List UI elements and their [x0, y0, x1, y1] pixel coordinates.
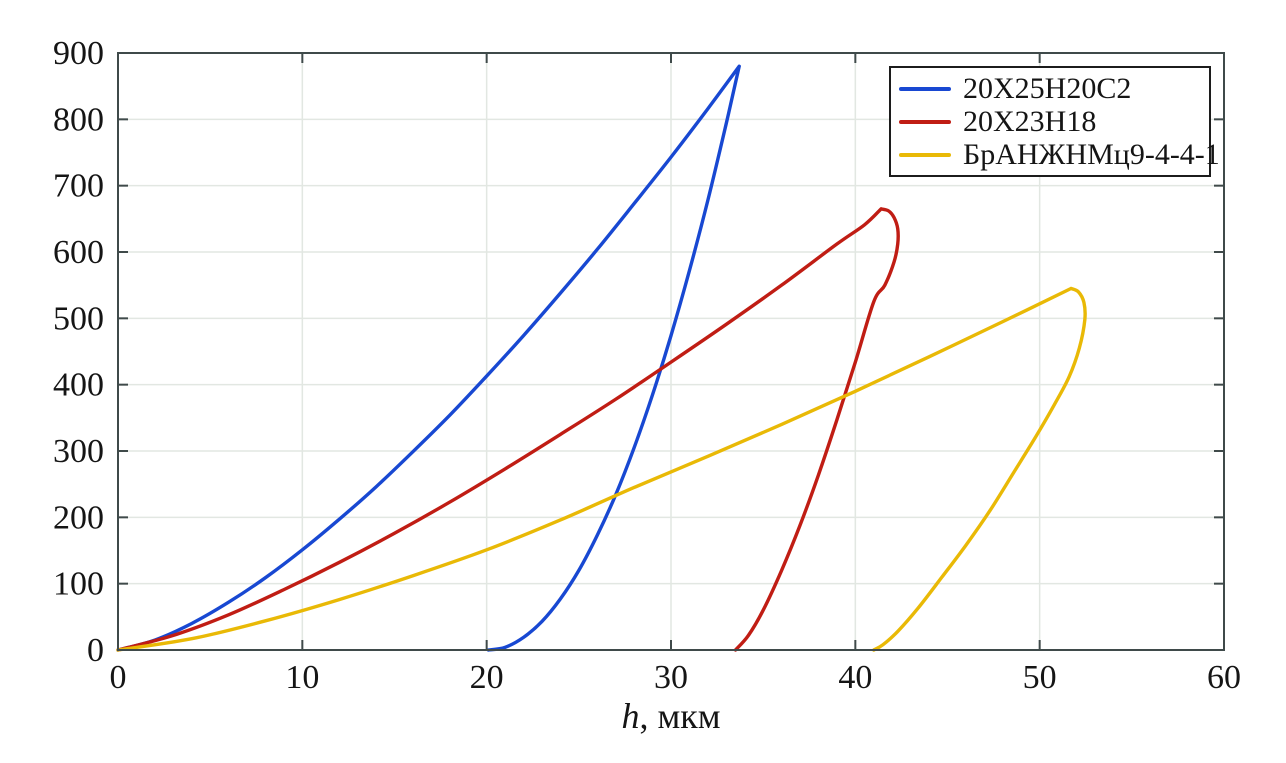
curves — [116, 64, 1087, 652]
y-tick-label: 100 — [53, 566, 104, 603]
legend: 20Х25Н20С2 20Х23Н18 БрАНЖНМц9-4-4-1 — [889, 66, 1220, 177]
tick-labels: 0 10 20 30 40 50 60010020030040050060070080090… — [53, 35, 1241, 696]
x-tick-label: 30 — [654, 659, 688, 696]
legend-line-sample — [899, 119, 951, 124]
y-tick-label: 700 — [53, 168, 104, 205]
x-tick-label: 0 — [110, 659, 127, 696]
y-tick-label: 400 — [53, 367, 104, 404]
x-tick-label: 60 — [1207, 659, 1241, 696]
x-axis-unit: , мкм — [639, 696, 721, 736]
x-tick-label: 20 — [470, 659, 504, 696]
legend-item-1: 20Х23Н18 — [891, 104, 1209, 138]
y-tick-label: 900 — [53, 35, 104, 72]
legend-label: 20Х23Н18 — [963, 104, 1097, 138]
x-tick-label: 10 — [285, 659, 319, 696]
plot-frame — [117, 52, 1225, 651]
y-tick-label: 200 — [53, 499, 104, 536]
y-tick-label: 600 — [53, 234, 104, 271]
legend-label: 20Х25Н20С2 — [963, 71, 1132, 105]
y-tick-label: 300 — [53, 433, 104, 470]
x-axis-label: h, мкм — [118, 695, 1224, 737]
x-tick-label: 50 — [1023, 659, 1057, 696]
curve-series-2 — [116, 286, 1087, 652]
legend-item-2: БрАНЖНМц9-4-4-1 — [891, 139, 1220, 170]
x-axis-variable: h — [621, 696, 640, 736]
legend-line-sample — [899, 152, 951, 157]
y-tick-label: 0 — [87, 632, 104, 669]
curve-series-0 — [116, 64, 741, 652]
curve-series-1 — [116, 207, 900, 652]
y-tick-label: 800 — [53, 101, 104, 138]
legend-line-sample — [899, 86, 951, 91]
y-tick-label: 500 — [53, 300, 104, 337]
legend-label: БрАНЖНМц9-4-4-1 — [963, 137, 1220, 171]
legend-item-0: 20Х25Н20С2 — [891, 71, 1209, 105]
x-tick-label: 40 — [838, 659, 872, 696]
